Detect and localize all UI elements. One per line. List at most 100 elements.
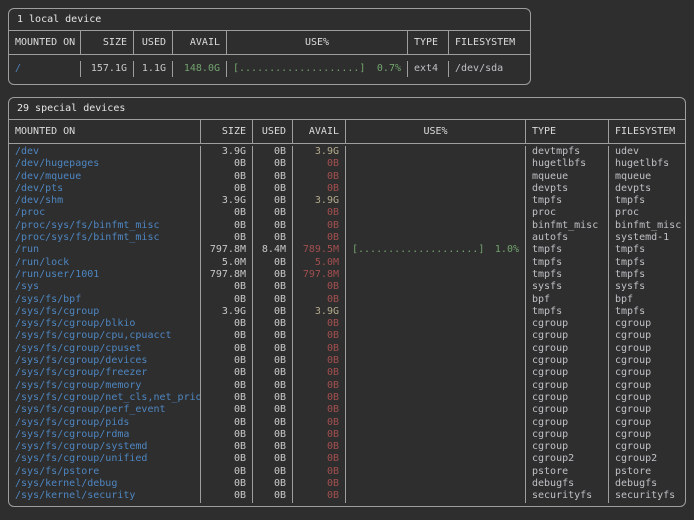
table-row: /dev/mqueue 0B 0B 0B mqueue mqueue xyxy=(9,170,685,183)
used-value: 0B xyxy=(253,281,293,294)
mount-path: /dev/pts xyxy=(9,182,201,196)
column-header: SIZE xyxy=(201,120,253,143)
size-value: 0B xyxy=(201,158,253,171)
table-row: /dev/pts 0B 0B 0B devpts devpts xyxy=(9,182,685,196)
used-value: 0B xyxy=(253,268,293,282)
avail-value: 0B xyxy=(293,158,346,171)
usage-cell xyxy=(346,170,526,183)
used-value: 0B xyxy=(253,293,293,306)
mount-path: /sys/fs/cgroup/memory xyxy=(9,379,201,392)
avail-value: 0B xyxy=(293,318,346,331)
size-value: 0B xyxy=(201,478,253,491)
usage-cell xyxy=(346,391,526,405)
table-row: /sys/kernel/debug 0B 0B 0B debugfs debugfs xyxy=(9,478,685,491)
fs-type: cgroup xyxy=(526,441,609,454)
avail-value: 0B xyxy=(293,330,346,343)
filesystem-name: cgroup xyxy=(615,404,652,416)
avail-value: 0B xyxy=(293,478,346,491)
size-value: 0B xyxy=(201,428,253,442)
size-value: 797.8M xyxy=(201,244,253,257)
mount-path: /proc/sys/fs/binfmt_misc xyxy=(9,219,201,233)
used-value: 0B xyxy=(253,158,293,171)
fs-type: cgroup xyxy=(526,428,609,442)
size-value: 0B xyxy=(201,391,253,405)
used-value: 0B xyxy=(253,219,293,233)
filesystem-name: hugetlbfs xyxy=(615,158,670,170)
mount-path: /dev/mqueue xyxy=(9,170,201,183)
mount-path: /sys/fs/cgroup/rdma xyxy=(9,428,201,442)
table-header-row: MOUNTED ON SIZE USED AVAIL USE% TYPE FILESYSTE… xyxy=(9,120,685,144)
fs-type: cgroup xyxy=(526,367,609,380)
mount-path: /sys/fs/cgroup/systemd xyxy=(9,441,201,454)
table-row: /dev/hugepages 0B 0B 0B hugetlbfs hugetlbfs xyxy=(9,158,685,171)
avail-value: 0B xyxy=(293,453,346,466)
table-row: /sys/fs/cgroup/systemd 0B 0B 0B cgroup cgroup xyxy=(9,441,685,454)
usage-cell xyxy=(346,490,526,503)
filesystem-name: cgroup xyxy=(615,355,652,367)
avail-value: 0B xyxy=(293,404,346,417)
filesystem-name: debugfs xyxy=(615,478,658,490)
avail-value: 0B xyxy=(293,465,346,479)
filesystem-name: pstore xyxy=(615,465,652,477)
avail-value: 0B xyxy=(293,232,346,245)
column-header: TYPE xyxy=(408,31,449,54)
mount-path: /sys/fs/cgroup/net_cls,net_prio xyxy=(9,391,201,405)
mount-path: /dev xyxy=(9,146,201,159)
filesystem-name: cgroup xyxy=(615,441,652,453)
table-row: /run/lock 5.0M 0B 5.0M tmpfs tmpfs xyxy=(9,256,685,269)
mount-path: /sys/fs/cgroup/pids xyxy=(9,416,201,429)
size-value: 0B xyxy=(201,318,253,331)
used-value: 0B xyxy=(253,182,293,196)
table-row: /sys/fs/cgroup/net_cls,net_prio 0B 0B 0B cgr… xyxy=(9,391,685,405)
table-row: /proc/sys/fs/binfmt_misc 0B 0B 0B binfmt_mis… xyxy=(9,219,685,233)
usage-cell xyxy=(346,428,526,442)
mount-path: /sys/fs/cgroup/cpu,cpuacct xyxy=(9,330,201,343)
filesystem-name: cgroup xyxy=(615,318,652,330)
size-value: 797.8M xyxy=(201,268,253,282)
filesystem-name: tmpfs xyxy=(615,256,646,268)
used-value: 0B xyxy=(253,453,293,466)
size-value: 0B xyxy=(201,355,253,368)
used-value: 0B xyxy=(253,367,293,380)
fs-type: tmpfs xyxy=(526,268,609,282)
size-value: 3.9G xyxy=(201,305,253,319)
fs-type: tmpfs xyxy=(526,195,609,208)
table-row: /sys/kernel/security 0B 0B 0B securityfs secu… xyxy=(9,490,685,503)
usage-cell xyxy=(346,281,526,294)
used-value: 0B xyxy=(253,404,293,417)
mount-path: /run/user/1001 xyxy=(9,268,201,282)
usage-cell xyxy=(346,441,526,454)
used-value: 0B xyxy=(253,195,293,208)
fs-type: debugfs xyxy=(526,478,609,491)
fs-type: tmpfs xyxy=(526,244,609,257)
mount-path: /sys/fs/cgroup xyxy=(9,305,201,319)
table-row: /sys/fs/cgroup 3.9G 0B 3.9G tmpfs tmpfs xyxy=(9,305,685,319)
filesystem-name: bpf xyxy=(615,293,634,305)
table-row: /sys/fs/cgroup/memory 0B 0B 0B cgroup cgroup xyxy=(9,379,685,392)
usage-cell xyxy=(346,416,526,429)
filesystem-name: tmpfs xyxy=(615,244,646,256)
fs-type: cgroup xyxy=(526,404,609,417)
mount-path: /run/lock xyxy=(9,256,201,269)
filesystem-name: /dev/sda xyxy=(455,63,504,74)
fs-type: mqueue xyxy=(526,170,609,183)
avail-value: 0B xyxy=(293,428,346,442)
mount-path: /sys xyxy=(9,281,201,294)
usage-cell xyxy=(346,146,526,159)
avail-value: 0B xyxy=(293,391,346,405)
used-value: 0B xyxy=(253,170,293,183)
used-value: 0B xyxy=(253,490,293,503)
avail-value: 0B xyxy=(293,170,346,183)
filesystem-name: cgroup xyxy=(615,330,652,342)
usage-bar: [....................] xyxy=(352,244,485,256)
avail-value: 0B xyxy=(293,342,346,356)
mount-path: /dev/hugepages xyxy=(9,158,201,171)
filesystem-name: tmpfs xyxy=(615,195,646,207)
avail-value: 5.0M xyxy=(293,256,346,269)
fs-type: tmpfs xyxy=(526,256,609,269)
column-header: USE% xyxy=(346,120,526,143)
mount-path: /sys/fs/cgroup/unified xyxy=(9,453,201,466)
fs-type: ext4 xyxy=(408,61,449,77)
usage-percent: 0.7% xyxy=(376,63,401,74)
special-devices-table: 29 special devices MOUNTED ON SIZE USED AVA… xyxy=(8,97,686,507)
